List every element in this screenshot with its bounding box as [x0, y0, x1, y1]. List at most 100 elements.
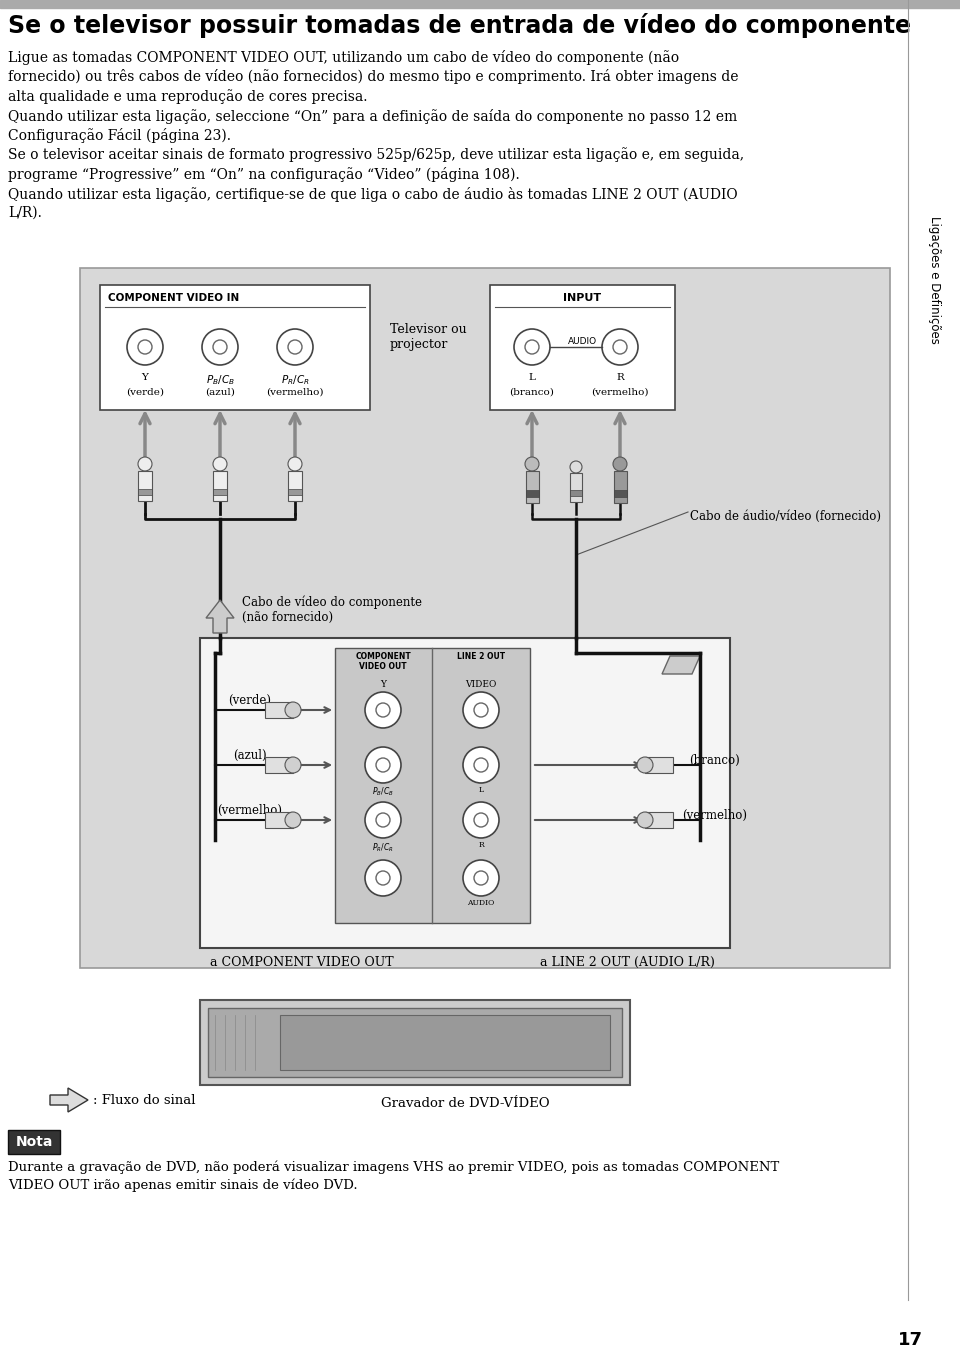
Circle shape: [637, 812, 653, 828]
Text: (verde): (verde): [228, 694, 272, 706]
Bar: [213, 490, 227, 495]
Circle shape: [570, 461, 582, 473]
Circle shape: [376, 813, 390, 827]
Bar: [200, 1000, 630, 1085]
Bar: [525, 471, 539, 503]
Text: Televisor ou
projector: Televisor ou projector: [390, 324, 467, 351]
Text: Gravador de DVD-VÍDEO: Gravador de DVD-VÍDEO: [381, 1098, 549, 1110]
Bar: [265, 758, 293, 772]
Text: 17: 17: [898, 1331, 923, 1349]
Bar: [138, 471, 152, 500]
Polygon shape: [206, 600, 234, 632]
Text: R: R: [478, 840, 484, 849]
Text: COMPONENT
VIDEO OUT: COMPONENT VIDEO OUT: [355, 651, 411, 672]
Circle shape: [288, 457, 302, 471]
Bar: [613, 471, 627, 503]
Polygon shape: [662, 656, 700, 675]
Text: (vermelho): (vermelho): [266, 388, 324, 397]
Text: Y: Y: [380, 680, 386, 690]
Bar: [265, 702, 293, 718]
Text: VIDEO OUT irão apenas emitir sinais de vídeo DVD.: VIDEO OUT irão apenas emitir sinais de v…: [8, 1179, 358, 1193]
Bar: [908, 0, 960, 8]
Circle shape: [376, 758, 390, 772]
Text: (azul): (azul): [205, 388, 235, 397]
Circle shape: [474, 870, 488, 885]
Circle shape: [288, 340, 302, 354]
Text: Cabo de vídeo do componente
(não fornecido): Cabo de vídeo do componente (não forneci…: [242, 596, 422, 624]
Circle shape: [463, 747, 499, 783]
Bar: [645, 758, 673, 772]
Circle shape: [365, 692, 401, 728]
Bar: [645, 812, 673, 828]
Bar: [490, 286, 675, 409]
Text: Quando utilizar esta ligação, certifique-se de que liga o cabo de áudio às tomad: Quando utilizar esta ligação, certifique…: [8, 186, 737, 201]
Text: (vermelho): (vermelho): [591, 388, 649, 397]
Text: L/R).: L/R).: [8, 205, 42, 220]
Text: Ligue as tomadas COMPONENT VIDEO OUT, utilizando um cabo de vídeo do componente : Ligue as tomadas COMPONENT VIDEO OUT, ut…: [8, 50, 679, 65]
Text: LINE 2 OUT: LINE 2 OUT: [457, 651, 505, 661]
Text: a COMPONENT VIDEO OUT: a COMPONENT VIDEO OUT: [210, 956, 394, 968]
Circle shape: [525, 457, 539, 471]
Text: R: R: [616, 373, 624, 382]
Circle shape: [202, 329, 238, 364]
Circle shape: [613, 457, 627, 471]
Circle shape: [463, 860, 499, 896]
Circle shape: [376, 870, 390, 885]
Polygon shape: [50, 1088, 88, 1112]
Circle shape: [285, 812, 301, 828]
Bar: [8, 1130, 60, 1155]
Text: L: L: [478, 786, 484, 794]
Bar: [208, 1008, 622, 1077]
Circle shape: [365, 747, 401, 783]
Text: Se o televisor possuir tomadas de entrada de vídeo do componente: Se o televisor possuir tomadas de entrad…: [8, 12, 911, 38]
Text: Ligações e Definições: Ligações e Definições: [927, 216, 941, 344]
Circle shape: [365, 802, 401, 838]
Text: VIDEO: VIDEO: [466, 680, 496, 690]
Text: (branco): (branco): [510, 388, 555, 397]
Circle shape: [474, 813, 488, 827]
Text: (azul): (azul): [233, 748, 267, 762]
Text: Configuração Fácil (página 23).: Configuração Fácil (página 23).: [8, 128, 231, 143]
Bar: [613, 490, 627, 496]
Circle shape: [376, 703, 390, 717]
Text: alta qualidade e uma reprodução de cores precisa.: alta qualidade e uma reprodução de cores…: [8, 88, 368, 103]
Text: Se o televisor aceitar sinais de formato progressivo 525p/625p, deve utilizar es: Se o televisor aceitar sinais de formato…: [8, 147, 744, 162]
Bar: [100, 286, 370, 409]
Text: L: L: [529, 373, 536, 382]
Text: $P_B/C_B$: $P_B/C_B$: [205, 373, 234, 386]
Circle shape: [213, 457, 227, 471]
Circle shape: [463, 802, 499, 838]
Bar: [80, 268, 890, 968]
Bar: [213, 471, 227, 500]
Text: programe “Progressive” em “On” na configuração “Video” (página 108).: programe “Progressive” em “On” na config…: [8, 167, 519, 182]
Text: AUDIO: AUDIO: [468, 899, 494, 907]
Text: Quando utilizar esta ligação, seleccione “On” para a definição de saída do compo: Quando utilizar esta ligação, seleccione…: [8, 109, 737, 124]
Text: Nota: Nota: [15, 1136, 53, 1149]
Bar: [335, 647, 530, 923]
Circle shape: [285, 758, 301, 772]
Circle shape: [138, 457, 152, 471]
Bar: [288, 490, 302, 495]
Text: $P_B/C_B$: $P_B/C_B$: [372, 786, 394, 798]
Text: (vermelho): (vermelho): [218, 804, 282, 816]
Text: a LINE 2 OUT (AUDIO L/R): a LINE 2 OUT (AUDIO L/R): [540, 956, 715, 968]
Bar: [138, 490, 152, 495]
Circle shape: [127, 329, 163, 364]
Bar: [265, 812, 293, 828]
Bar: [570, 491, 582, 496]
Bar: [200, 638, 730, 948]
Circle shape: [277, 329, 313, 364]
Text: AUDIO: AUDIO: [567, 336, 596, 345]
Circle shape: [365, 860, 401, 896]
Text: (verde): (verde): [126, 388, 164, 397]
Circle shape: [463, 692, 499, 728]
Circle shape: [602, 329, 638, 364]
Bar: [288, 471, 302, 500]
Text: (branco): (branco): [689, 753, 740, 767]
Bar: [280, 1015, 610, 1070]
Text: fornecido) ou três cabos de vídeo (não fornecidos) do mesmo tipo e comprimento. : fornecido) ou três cabos de vídeo (não f…: [8, 69, 738, 84]
Circle shape: [613, 340, 627, 354]
Text: Y: Y: [141, 373, 149, 382]
Circle shape: [474, 703, 488, 717]
Circle shape: [514, 329, 550, 364]
